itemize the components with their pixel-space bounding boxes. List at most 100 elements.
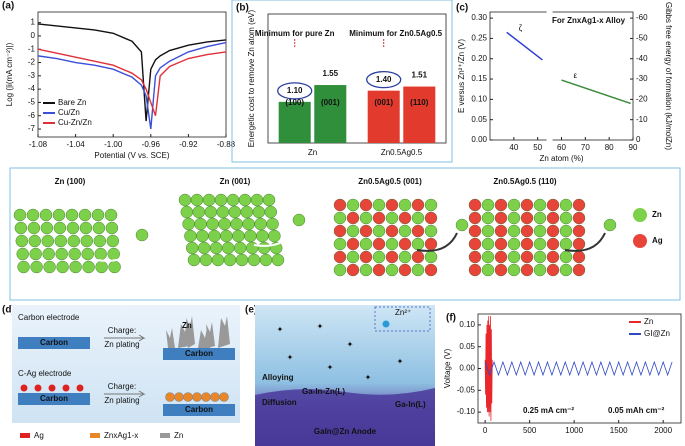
atom	[55, 247, 68, 261]
leaving-atom	[603, 218, 617, 232]
plot-frame	[267, 13, 447, 144]
y-axis-label: Log (|i(mA cm⁻²)|)	[5, 42, 14, 106]
atom	[494, 224, 508, 238]
legend-label: Cu/Zn	[58, 108, 80, 117]
atom	[264, 205, 277, 219]
atom	[494, 237, 508, 251]
substrate	[18, 337, 90, 349]
atom	[507, 250, 521, 264]
substrate	[163, 348, 235, 360]
legend-label: Ag	[34, 431, 44, 440]
ion: ✦	[317, 322, 324, 331]
x-tick-label: -0.92	[179, 140, 198, 149]
series-line	[561, 79, 631, 105]
plot-frame	[37, 11, 227, 138]
atom	[16, 247, 29, 261]
y-tick-label: -0.10	[457, 407, 476, 416]
atom	[17, 260, 30, 274]
atom	[68, 247, 81, 261]
x-tick-label: 1500	[610, 426, 628, 435]
legend-label: Zn	[174, 431, 183, 440]
y-tick-label: 0.00	[459, 364, 475, 373]
value-label: 1.51	[412, 71, 428, 80]
atom	[533, 211, 547, 225]
atom	[214, 193, 228, 207]
annotation: Ga-In-Zn(L)	[302, 387, 345, 396]
atom	[41, 234, 54, 248]
atom	[398, 198, 412, 212]
atom	[559, 263, 573, 277]
atom	[494, 198, 508, 212]
atom	[507, 211, 521, 225]
atom	[346, 237, 360, 251]
atom	[424, 237, 438, 251]
y-tick-label: -7	[28, 124, 36, 133]
ag-particle	[20, 384, 28, 392]
atom	[15, 234, 28, 248]
atom	[520, 250, 534, 264]
atom	[385, 224, 399, 238]
atom	[481, 211, 495, 225]
legend-label: Cu-Zn/Zn	[58, 118, 92, 127]
legend-label: GI@Zn	[644, 329, 670, 338]
atom	[333, 211, 347, 225]
axis-break	[546, 137, 553, 143]
panel-label: (d)	[2, 305, 15, 316]
legend-dot	[382, 320, 390, 328]
atom	[559, 224, 573, 238]
atom	[468, 263, 482, 277]
atom	[372, 224, 386, 238]
legend-label: ZnxAg1-x	[104, 431, 138, 440]
atom	[185, 241, 199, 255]
atom	[359, 263, 373, 277]
arrow-bottom: Zn plating	[104, 396, 139, 405]
arrow-bottom: Zn plating	[104, 340, 139, 349]
alloy-particle	[192, 392, 202, 402]
atom	[178, 193, 192, 207]
arrow	[104, 334, 146, 342]
panel-label: (e)	[245, 305, 257, 316]
atom	[359, 224, 373, 238]
atom	[572, 198, 586, 212]
x-tick-label: 50	[533, 143, 542, 152]
atom	[411, 250, 425, 264]
atom	[533, 250, 547, 264]
atom	[481, 250, 495, 264]
atom	[230, 217, 243, 231]
atom	[346, 198, 360, 212]
ag-particle	[62, 384, 70, 392]
atom	[244, 229, 257, 243]
leaving-atom	[135, 228, 149, 242]
x-tick-label: 0	[483, 426, 488, 435]
atom	[40, 221, 54, 235]
atom	[92, 221, 106, 235]
annotation: Minimum for pure Zn	[255, 29, 335, 38]
atom	[39, 208, 53, 222]
ion: ✦	[277, 325, 284, 334]
atom	[218, 217, 231, 231]
atom	[192, 205, 206, 219]
atom	[385, 198, 399, 212]
x-tick-label: 40	[509, 143, 518, 152]
illustration-title: Zn (100)	[55, 177, 86, 186]
x-axis-label: Zn atom (%)	[539, 154, 583, 163]
alloy-particle	[165, 392, 175, 402]
atom	[196, 229, 209, 243]
atom	[220, 229, 233, 243]
atom	[372, 198, 386, 212]
arrow-top: Charge:	[108, 382, 136, 391]
atom	[346, 250, 360, 264]
atom	[398, 250, 412, 264]
x-tick-label: -1.04	[66, 140, 85, 149]
ion: ✦	[327, 363, 334, 372]
move-arrow	[416, 232, 458, 252]
leaving-atom	[455, 218, 469, 232]
atom	[385, 211, 399, 225]
series-line	[484, 360, 673, 377]
y-tick-label: -1	[28, 44, 36, 53]
atom	[223, 253, 237, 267]
x-tick-label: Zn0.5Ag0.5	[381, 148, 423, 157]
atom	[398, 263, 412, 277]
ion: ✦	[347, 340, 354, 349]
atom	[424, 250, 438, 264]
